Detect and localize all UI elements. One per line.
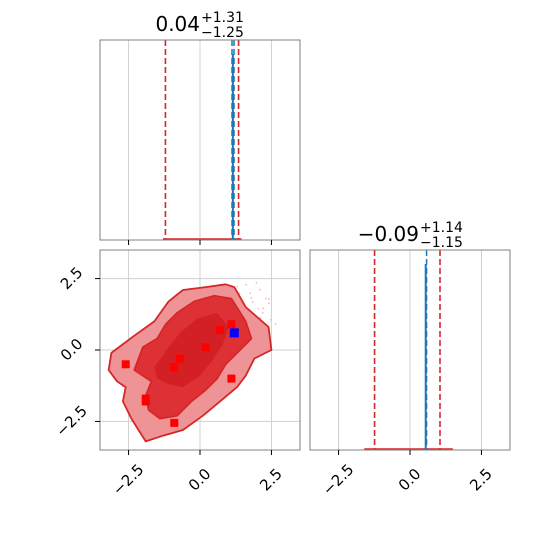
sample-point [251, 301, 254, 303]
y-tick-label: 0.0 [57, 335, 87, 365]
marginal-title-value: −0.09 [358, 222, 419, 246]
y-tick-label: −2.5 [52, 402, 90, 440]
injection-marker-red [227, 320, 236, 329]
sample-point [262, 307, 265, 310]
sample-point [259, 288, 262, 291]
x-ticks: −2.5 0.0 2.5 [319, 450, 496, 499]
marginal-panel-1: 0.04 +1.31 −1.25 [99, 10, 301, 245]
sample-point [267, 302, 270, 305]
joint-content [107, 281, 277, 443]
x-tick-label: 2.5 [466, 465, 496, 495]
sample-point [261, 311, 264, 314]
sample-point [274, 322, 277, 325]
sample-point [259, 316, 262, 319]
sample-point [245, 283, 248, 286]
marginal-title-value: 0.04 [155, 12, 200, 36]
injection-marker-red [170, 363, 179, 372]
sample-point [249, 292, 251, 295]
sample-point [257, 307, 259, 310]
marginal-content [162, 40, 242, 240]
x-tick-label: 2.5 [256, 465, 286, 495]
marginal-title-upper: +1.31 [201, 10, 244, 26]
x-tick-label: −2.5 [319, 460, 357, 498]
x-tick-label: 0.0 [395, 465, 425, 495]
injection-marker-red [201, 343, 210, 352]
injection-marker-red [227, 374, 236, 383]
injection-marker-red [121, 360, 130, 369]
injection-marker-red [176, 354, 184, 363]
sample-point [268, 298, 270, 301]
marginal-title-lower: −1.15 [420, 235, 463, 251]
grid [338, 250, 482, 450]
joint-panel: −2.5 0.0 2.5 −2.5 0.0 2.5 [52, 249, 301, 499]
injection-marker-red [216, 326, 224, 334]
injection-marker-red [170, 418, 179, 427]
y-tick-label: 2.5 [57, 263, 87, 293]
sample-point [236, 285, 239, 288]
marginal-panel-2: −2.5 0.0 2.5 −0.09 +1.14 −1.15 [309, 220, 511, 499]
grid [128, 40, 272, 240]
marginal-title-lower: −1.25 [201, 25, 244, 41]
injection-marker-blue [229, 328, 239, 338]
marginal-title-upper: +1.14 [420, 220, 463, 236]
marginal-content [364, 250, 453, 450]
sample-point [255, 281, 258, 284]
x-ticks [128, 240, 272, 245]
sample-point [250, 297, 253, 300]
injection-marker-red [141, 397, 150, 406]
x-tick-label: −2.5 [109, 460, 147, 498]
sample-point [265, 297, 267, 300]
x-tick-label: 0.0 [185, 465, 215, 495]
sample-point [269, 318, 272, 321]
